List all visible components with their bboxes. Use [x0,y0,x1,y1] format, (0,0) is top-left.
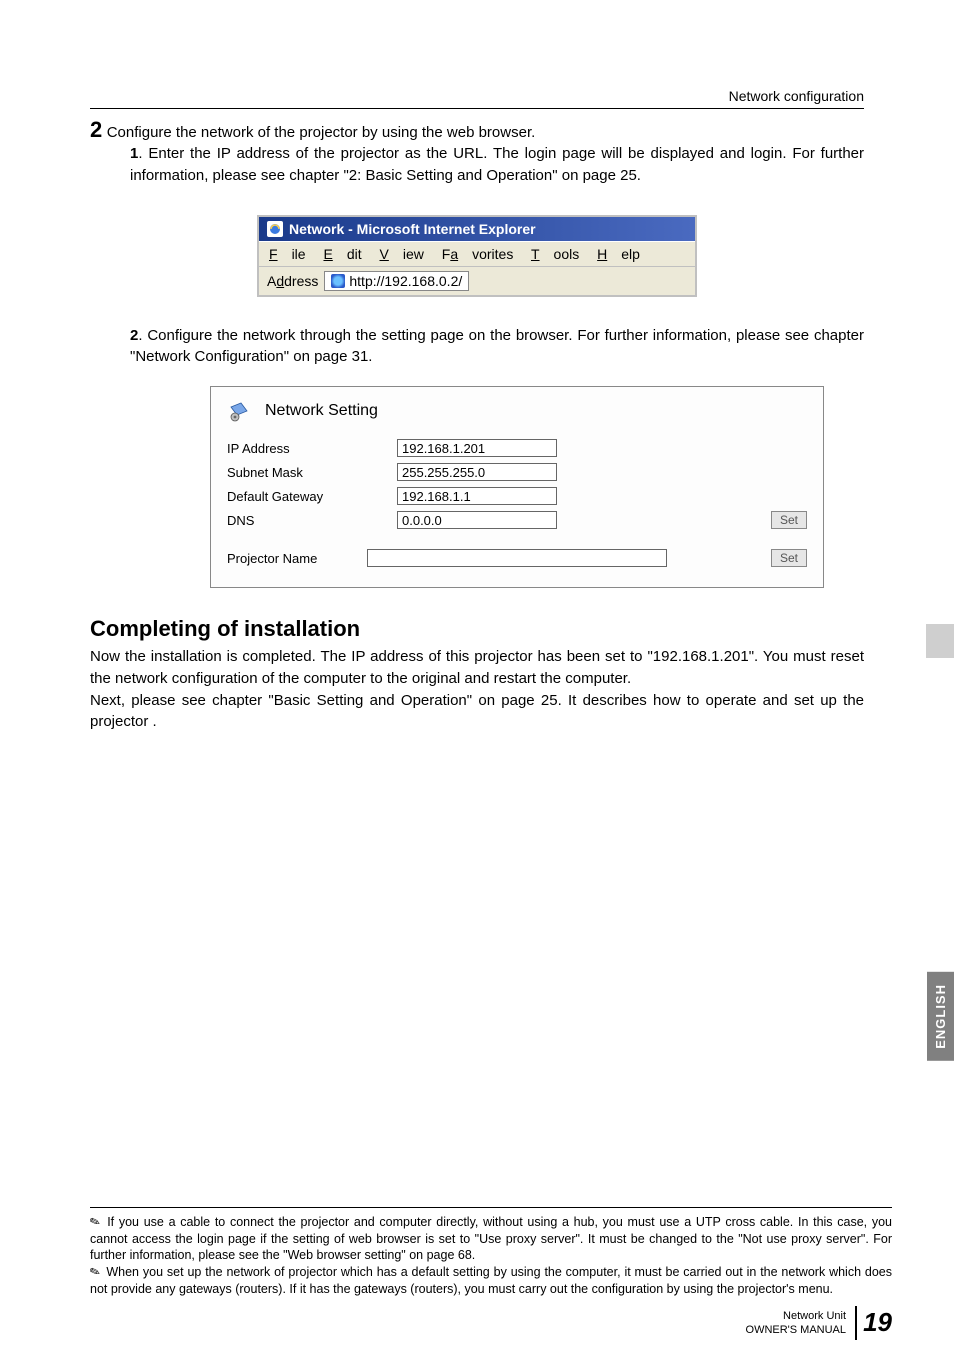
menu-edit[interactable]: Edit [323,246,361,262]
substep-text: . Configure the network through the sett… [130,327,864,366]
menu-view[interactable]: View [380,246,424,262]
note-icon: ✎ [87,1263,103,1282]
input-gateway[interactable] [397,487,557,505]
set-button[interactable]: Set [771,549,807,567]
page-number: 19 [855,1306,892,1340]
row-ip: IP Address [227,439,807,457]
browser-titlebar: Network - Microsoft Internet Explorer [259,217,695,241]
row-projector-name: Projector Name Set [227,549,807,567]
network-setting-panel: Network Setting IP Address Subnet Mask D… [210,386,824,588]
substep-1: 1. Enter the IP address of the projector… [130,143,864,187]
row-gateway: Default Gateway [227,487,807,505]
browser-window: Network - Microsoft Internet Explorer Fi… [257,215,697,297]
label-dns: DNS [227,513,397,528]
side-tab-english: ENGLISH [927,972,954,1061]
label-mask: Subnet Mask [227,465,397,480]
input-ip[interactable] [397,439,557,457]
footnote-2: ✎ When you set up the network of project… [90,1264,892,1298]
address-url: http://192.168.0.2/ [349,273,462,289]
browser-title-text: Network - Microsoft Internet Explorer [289,221,536,237]
step-text: Configure the network of the projector b… [107,124,536,141]
substep-text: . Enter the IP address of the projector … [130,145,864,184]
label-ip: IP Address [227,441,397,456]
menu-file[interactable]: File [269,246,306,262]
footer-line1: Network Unit [783,1310,846,1322]
completing-para1: Now the installation is completed. The I… [90,646,864,690]
step-2: 2 Configure the network of the projector… [90,117,864,143]
address-label: Address [267,273,318,289]
ie-small-icon [331,274,345,288]
input-dns[interactable] [397,511,557,529]
footnote-1: ✎ If you use a cable to connect the proj… [90,1214,892,1265]
ie-icon [267,221,283,237]
menu-tools[interactable]: Tools [531,246,579,262]
label-projector-name: Projector Name [227,551,367,566]
input-mask[interactable] [397,463,557,481]
browser-addressbar: Address http://192.168.0.2/ [259,266,695,295]
substep-2: 2. Configure the network through the set… [130,325,864,369]
set-button[interactable]: Set [771,511,807,529]
completing-heading: Completing of installation [90,616,864,642]
note-icon: ✎ [87,1212,103,1231]
step-number: 2 [90,117,102,142]
row-dns: DNS Set [227,511,807,529]
menu-help[interactable]: Help [597,246,640,262]
footer-line2: OWNER'S MANUAL [746,1324,847,1336]
input-projector-name[interactable] [367,549,667,567]
address-input[interactable]: http://192.168.0.2/ [324,271,469,291]
label-gateway: Default Gateway [227,489,397,504]
completing-para2: Next, please see chapter "Basic Setting … [90,690,864,734]
footnotes: ✎ If you use a cable to connect the proj… [90,1207,892,1298]
side-tab-grey [926,624,954,658]
row-mask: Subnet Mask [227,463,807,481]
network-icon [227,397,255,425]
browser-menubar: File Edit View Favorites Tools Help [259,241,695,266]
menu-favorites[interactable]: Favorites [442,246,514,262]
header-section-title: Network configuration [90,88,864,109]
page-footer: Network Unit OWNER'S MANUAL 19 [746,1306,892,1340]
network-panel-title: Network Setting [265,402,378,420]
